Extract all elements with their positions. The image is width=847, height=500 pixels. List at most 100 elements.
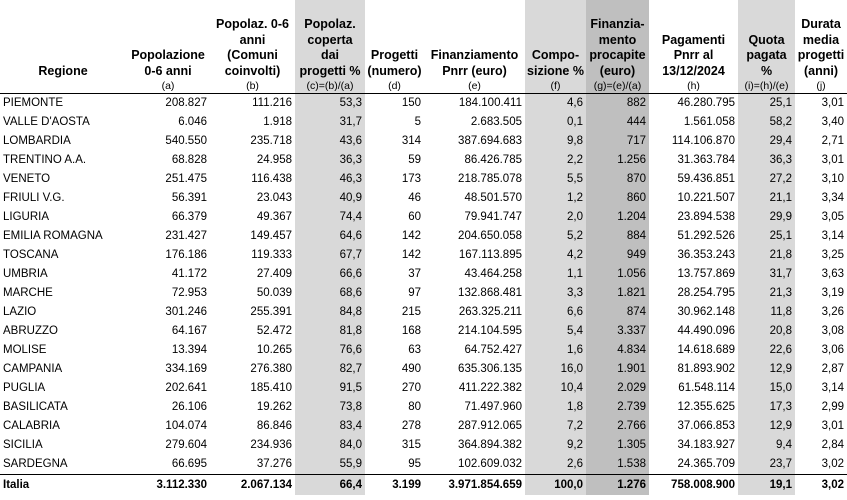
table-cell: 52.472 [256,325,292,337]
table-cell: 251.475 [165,173,207,185]
table-cell: 31,7 [295,113,365,132]
table-cell: 37 [408,268,421,280]
table-row: LOMBARDIA 540.550 235.718 43,6 314 387.694.68… [0,132,847,151]
table-cell: 3,40 [821,116,844,128]
table-cell: 67,7 [295,246,365,265]
table-row: PIEMONTE 208.827 111.216 53,3 150 184.100.411… [0,93,847,113]
table-cell: 9,4 [738,436,795,455]
table-cell: 882 [586,93,649,113]
table-cell: 3,01 [821,420,844,432]
table-cell: 1,1 [525,265,586,284]
table-cell: 84,0 [295,436,365,455]
table-cell: 3,25 [821,249,844,261]
region-name: BASILICATA [3,401,68,413]
table-cell: 132.868.481 [458,287,522,299]
table-cell: 255.391 [250,306,292,318]
table-cell: 5 [414,116,421,128]
region-name: SICILIA [3,439,43,451]
region-name: CALABRIA [3,420,60,432]
table-cell: 84,8 [295,303,365,322]
region-name: VALLE D'AOSTA [3,116,90,128]
table-cell: 86.846 [256,420,292,432]
table-cell: 9,2 [525,436,586,455]
table-cell: 12.355.625 [677,401,735,413]
table-cell: 36,3 [738,151,795,170]
table-cell: 3,3 [525,284,586,303]
table-cell: 870 [586,170,649,189]
table-cell: 51.292.526 [677,230,735,242]
table-cell: 276.380 [250,363,292,375]
table-cell: 1.901 [586,360,649,379]
table-cell: 10,4 [525,379,586,398]
table-cell: 231.427 [165,230,207,242]
table-cell: 28.254.795 [677,287,735,299]
table-cell: 37.066.853 [677,420,735,432]
table-cell: 49.367 [256,211,292,223]
table-cell: 3,14 [821,230,844,242]
table-cell: 9,8 [525,132,586,151]
table-row: MOLISE 13.394 10.265 76,6 63 64.752.427 1,6 4.8… [0,341,847,360]
table-row: PUGLIA 202.641 185.410 91,5 270 411.222.382 10… [0,379,847,398]
column-header: Progetti (numero) [367,48,422,78]
table-cell: 3,14 [821,382,844,394]
table-cell: 27.409 [256,268,292,280]
table-cell: 79.941.747 [464,211,522,223]
table-cell: 2,71 [821,135,844,147]
table-cell: 114.106.870 [671,135,735,147]
table-row: CAMPANIA 334.169 276.380 82,7 490 635.306.135… [0,360,847,379]
total-row: Italia 3.112.330 2.067.134 66,4 3.199 3.971.8… [0,474,847,495]
table-cell: 23.894.538 [677,211,735,223]
column-header: Durata media progetti (anni) [797,17,845,78]
table-cell: 6,6 [525,303,586,322]
table-cell: 884 [586,227,649,246]
table-row: LAZIO 301.246 255.391 84,8 215 263.325.211 6,6… [0,303,847,322]
table-row: CALABRIA 104.074 86.846 83,4 278 287.912.065 7… [0,417,847,436]
table-cell: 81,8 [295,322,365,341]
table-cell: 7,2 [525,417,586,436]
table-cell: 301.246 [165,306,207,318]
table-cell: 76,6 [295,341,365,360]
column-header: Popolaz. coperta dai progetti % [295,0,365,79]
column-formula: (b) [210,79,295,94]
table-cell: 235.718 [250,135,292,147]
table-cell: 2,0 [525,208,586,227]
table-cell: 59 [408,154,421,166]
column-header: Regione [38,63,88,78]
table-cell: 3,02 [821,458,844,470]
table-cell: 36.353.243 [677,249,735,261]
table-cell: 444 [586,113,649,132]
table-cell: 46,3 [295,170,365,189]
table-cell: 16,0 [525,360,586,379]
table-cell: 71.497.960 [464,401,522,413]
table-cell: 82,7 [295,360,365,379]
table-cell: 26.106 [171,401,207,413]
table-cell: 411.222.382 [458,382,522,394]
table-cell: 4,6 [525,93,586,113]
table-cell: 167.113.895 [458,249,522,261]
table-row: LIGURIA 66.379 49.367 74,4 60 79.941.747 2,0 1.… [0,208,847,227]
table-cell: 176.186 [165,249,207,261]
table-cell: 102.609.032 [458,458,522,470]
table-cell: 12,9 [738,360,795,379]
table-cell: 4.834 [586,341,649,360]
table-cell: 80 [408,401,421,413]
table-cell: 2,84 [821,439,844,451]
table-cell: 4,2 [525,246,586,265]
region-name: MARCHE [3,287,53,299]
table-row: SARDEGNA 66.695 37.276 55,9 95 102.609.032 2,6… [0,455,847,475]
table-cell: 185.410 [250,382,292,394]
table-cell: 24.365.709 [677,458,735,470]
table-row: EMILIA ROMAGNA 231.427 149.457 64,6 142 204.6… [0,227,847,246]
table-cell: 5,2 [525,227,586,246]
table-cell: 142 [401,230,421,242]
table-cell: 44.490.096 [677,325,735,337]
table-cell: 83,4 [295,417,365,436]
table-cell: 1.056 [586,265,649,284]
table-cell: 56.391 [171,192,207,204]
table-cell: 10.265 [256,344,292,356]
table-cell: 64,6 [295,227,365,246]
region-name: VENETO [3,173,51,185]
table-cell: 540.550 [165,135,207,147]
table-cell: 278 [401,420,421,432]
